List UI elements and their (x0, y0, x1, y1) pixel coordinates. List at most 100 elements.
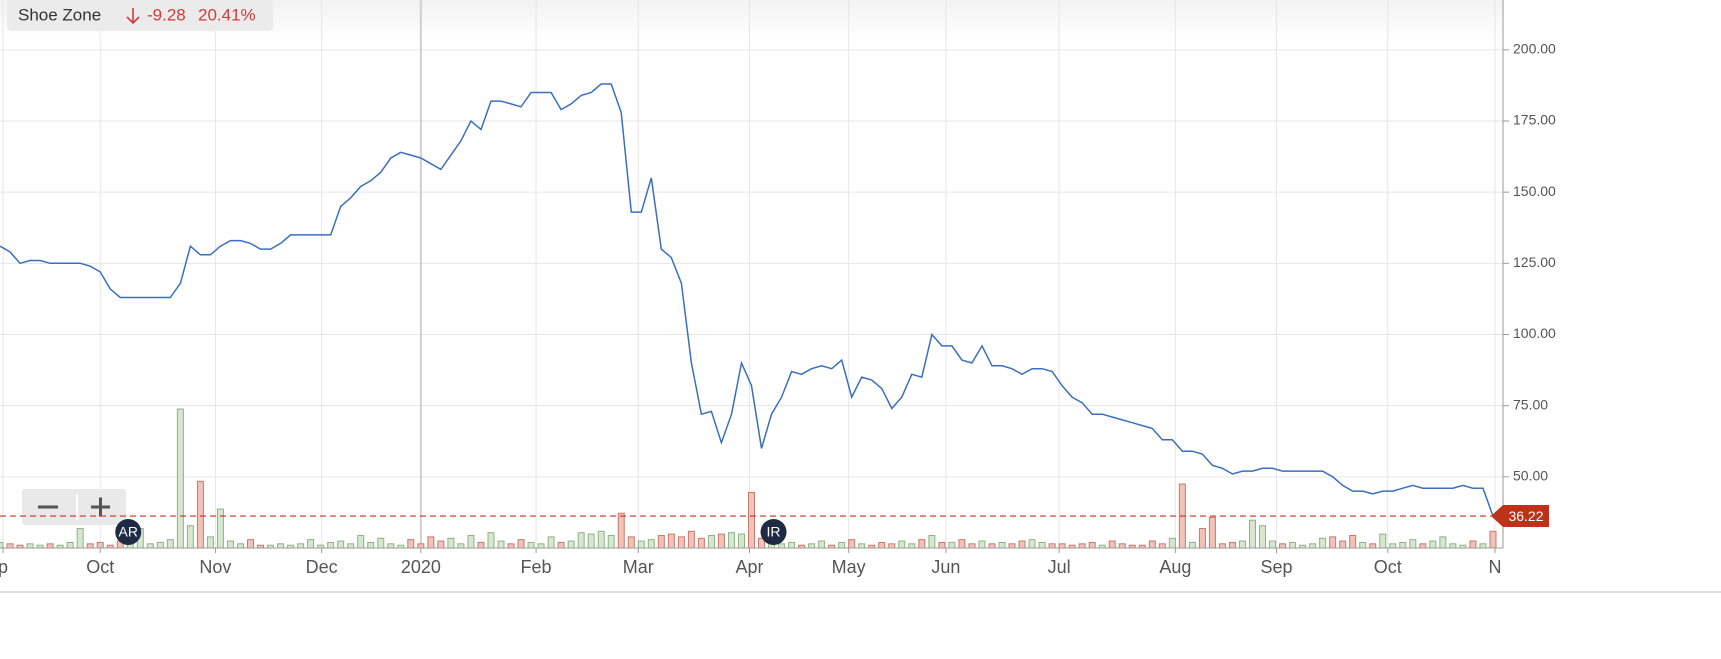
volume-bar (427, 536, 435, 549)
volume-bar (1319, 537, 1327, 549)
volume-bar (196, 480, 204, 549)
volume-bar (46, 543, 54, 549)
volume-bar (1449, 543, 1457, 549)
volume-bar (1439, 536, 1447, 549)
volume-bar (367, 541, 375, 549)
volume-bar (547, 536, 555, 549)
volume-bar (1008, 543, 1016, 549)
volume-bar (297, 543, 305, 549)
volume-bar (988, 543, 996, 549)
volume-bar (647, 539, 655, 549)
volume-bar (1038, 541, 1046, 549)
volume-bar (1118, 543, 1126, 549)
volume-bar (627, 536, 635, 549)
x-tick-label: Oct (86, 557, 114, 577)
volume-bar (557, 541, 565, 549)
volume-bar (998, 541, 1006, 549)
volume-bar (307, 539, 315, 549)
volume-bar (928, 534, 936, 549)
volume-bar (216, 508, 224, 549)
volume-bar (1409, 539, 1417, 549)
volume-bar (327, 541, 335, 549)
volume-bar (527, 541, 535, 549)
volume-bar (697, 537, 705, 549)
volume-bar (277, 543, 285, 549)
volume-bar (1399, 541, 1407, 549)
volume-bar (1078, 543, 1086, 549)
y-tick-label: 100.00 (1513, 325, 1556, 341)
volume-bar (918, 539, 926, 549)
volume-bar (898, 540, 906, 549)
volume-bar (788, 541, 796, 549)
volume-bar (888, 543, 896, 549)
volume-bar (968, 543, 976, 549)
volume-bar (407, 539, 415, 549)
annotation-marker (115, 519, 142, 545)
volume-bar (497, 540, 505, 549)
volume-bar (1238, 540, 1246, 549)
x-tick-label: May (832, 557, 866, 577)
volume-bar (447, 537, 455, 549)
down-arrow (126, 8, 140, 25)
volume-bar (337, 540, 345, 549)
volume-bar (778, 543, 786, 549)
volume-bar (878, 541, 886, 549)
y-tick-label: 175.00 (1513, 112, 1556, 128)
volume-bar (1058, 543, 1066, 549)
annotation-label: IR (767, 524, 781, 540)
y-tick-label: 50.00 (1513, 468, 1548, 484)
volume-bar (1379, 533, 1387, 549)
volume-bar (377, 537, 385, 549)
zoom-controls (22, 489, 126, 525)
volume-bar (66, 541, 74, 549)
legend-name: Shoe Zone (18, 5, 101, 24)
price-line (0, 83, 1494, 517)
volume-bar (387, 543, 395, 549)
volume-bar (1249, 519, 1256, 549)
volume-bar (1489, 530, 1497, 549)
x-tick-label: Jun (931, 557, 960, 577)
x-tick-label: Dec (306, 557, 338, 577)
volume-bar (577, 532, 585, 549)
volume-bar (487, 532, 495, 549)
y-tick-label: 150.00 (1513, 183, 1556, 199)
volume-bar (617, 512, 625, 549)
volume-bar (417, 543, 425, 549)
volume-bar (76, 528, 84, 549)
volume-bar (818, 540, 826, 549)
volume-bar (1259, 525, 1267, 549)
volume-bar (667, 533, 675, 549)
volume-bar (1429, 540, 1437, 549)
volume-bar (1469, 540, 1477, 549)
volume-bar (347, 543, 355, 549)
x-tick-label: Mar (623, 557, 654, 577)
volume-bar (587, 533, 595, 549)
volume-bar (707, 534, 715, 549)
volume-bar (226, 540, 234, 549)
volume-bar (1369, 543, 1377, 549)
volume-bar (96, 541, 104, 549)
volume-bar (1479, 543, 1487, 549)
volume-bar (537, 543, 545, 549)
volume-bar (86, 543, 94, 549)
legend-change-pct: 20.41% (198, 5, 256, 24)
x-tick-label: Apr (735, 557, 763, 577)
volume-bar (1349, 534, 1357, 549)
x-tick-label: Oct (1374, 557, 1402, 577)
volume-bar (637, 540, 645, 549)
volume-bar (1419, 543, 1427, 549)
volume-bar (1018, 540, 1026, 549)
x-tick-label: N (1488, 557, 1501, 577)
volume-bar (0, 541, 4, 549)
x-tick-label: Aug (1159, 557, 1191, 577)
volume-bar (1198, 528, 1206, 549)
volume-bar (1269, 540, 1277, 549)
volume-bar (517, 539, 525, 549)
volume-bar (858, 543, 866, 549)
volume-bar (607, 534, 615, 549)
y-tick-label: 125.00 (1513, 254, 1556, 270)
volume-bar (477, 541, 485, 549)
volume-bar (657, 534, 665, 549)
